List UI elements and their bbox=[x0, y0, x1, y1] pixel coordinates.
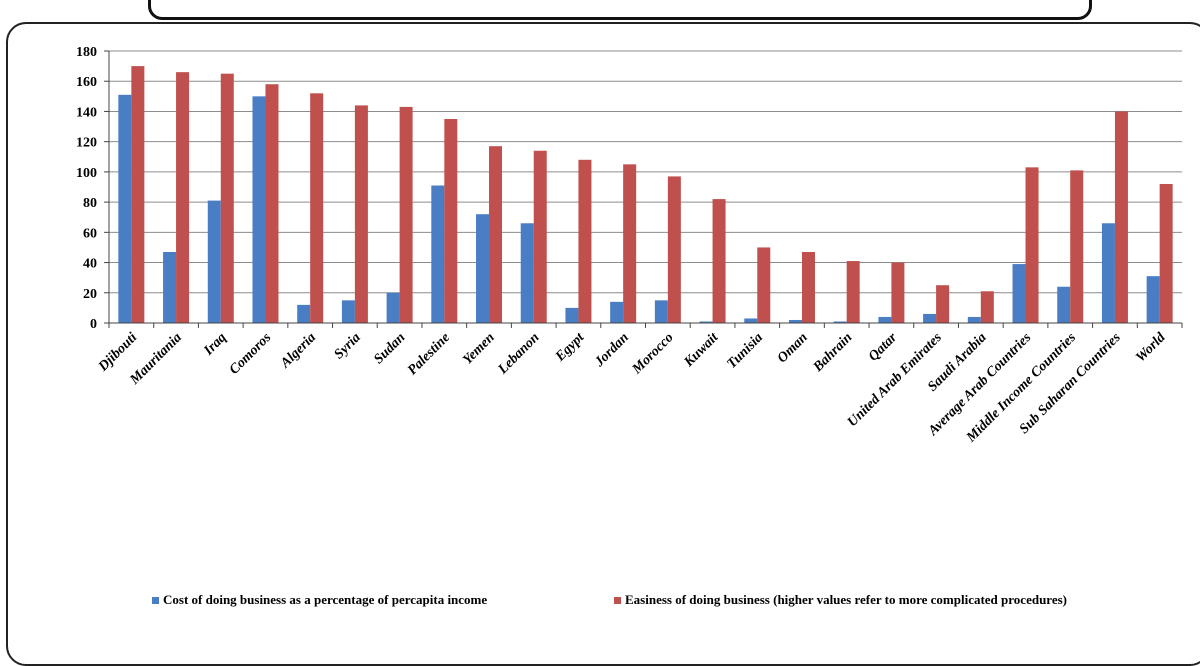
bar-cost-comoros bbox=[252, 96, 266, 323]
bar-easiness-bahrain bbox=[846, 261, 860, 323]
bar-easiness-oman bbox=[801, 251, 815, 323]
bar-easiness-mauritania bbox=[176, 72, 190, 324]
legend-item-easiness: Easiness of doing business (higher value… bbox=[614, 592, 1067, 608]
bar-cost-mauritania bbox=[163, 251, 177, 323]
bar-easiness-tunisia bbox=[757, 247, 771, 323]
bars bbox=[118, 66, 1173, 324]
x-tick-label: Comoros bbox=[227, 330, 275, 378]
bar-easiness-comoros bbox=[265, 84, 279, 323]
bar-cost-bahrain bbox=[833, 321, 847, 323]
bar-easiness-qatar bbox=[891, 262, 905, 323]
bar-cost-qatar bbox=[878, 316, 892, 323]
x-tick-label: Oman bbox=[775, 330, 811, 366]
bar-cost-iraq bbox=[207, 200, 221, 323]
bar-cost-kuwait bbox=[699, 321, 713, 323]
bar-cost-jordan bbox=[610, 301, 624, 323]
axes bbox=[104, 50, 1183, 328]
bar-cost-djibouti bbox=[118, 94, 132, 323]
bar-easiness-middle-income-countries bbox=[1070, 170, 1084, 323]
chart-frame bbox=[6, 22, 1200, 666]
x-tick-label: Algeria bbox=[277, 330, 319, 372]
y-axis-tick-labels: 0 20 40 60 80 100 120 140 160 180 bbox=[76, 45, 97, 332]
x-tick-label: World bbox=[1133, 330, 1169, 366]
bar-chart: 0 20 40 60 80 100 120 140 160 180 DjiboutiMaurita… bbox=[76, 45, 1183, 446]
bar-cost-egypt bbox=[565, 307, 579, 323]
x-tick-label: Iraq bbox=[201, 330, 230, 359]
x-tick-label: Tunisia bbox=[724, 330, 766, 372]
gridlines bbox=[109, 50, 1182, 324]
bar-easiness-palestine bbox=[444, 119, 458, 323]
y-tick-label: 100 bbox=[76, 166, 97, 181]
bar-easiness-sub-saharan-countries bbox=[1114, 111, 1128, 323]
y-tick-label: 140 bbox=[76, 105, 97, 120]
bar-cost-palestine bbox=[431, 185, 445, 323]
bar-cost-syria bbox=[341, 300, 355, 323]
x-tick-label: Sudan bbox=[371, 330, 408, 367]
bar-easiness-united-arab-emirates bbox=[936, 285, 950, 323]
bar-easiness-egypt bbox=[578, 159, 592, 323]
bar-easiness-morocco bbox=[667, 176, 681, 323]
x-tick-label: Bahrain bbox=[810, 330, 856, 376]
legend-label-easiness: Easiness of doing business (higher value… bbox=[625, 592, 1067, 607]
legend-swatch-cost bbox=[152, 596, 159, 604]
bar-cost-saudi-arabia bbox=[967, 316, 981, 323]
x-tick-label: Kuwait bbox=[681, 329, 722, 370]
bar-easiness-jordan bbox=[623, 164, 637, 323]
bar-easiness-yemen bbox=[489, 146, 503, 323]
bar-easiness-algeria bbox=[310, 93, 324, 323]
legend-swatch-easiness bbox=[614, 596, 621, 604]
x-tick-label: Egypt bbox=[552, 329, 588, 365]
bar-cost-world bbox=[1146, 276, 1160, 323]
x-tick-label: Jordan bbox=[592, 330, 633, 371]
bar-cost-sub-saharan-countries bbox=[1101, 223, 1115, 323]
x-tick-label: Morocco bbox=[629, 330, 677, 378]
bar-easiness-sudan bbox=[399, 106, 413, 324]
bar-easiness-lebanon bbox=[533, 150, 547, 323]
bar-cost-lebanon bbox=[520, 223, 534, 323]
bar-easiness-world bbox=[1159, 183, 1173, 323]
bar-easiness-average-arab-countries bbox=[1025, 167, 1039, 323]
bar-easiness-kuwait bbox=[712, 199, 726, 323]
y-tick-label: 120 bbox=[76, 136, 97, 151]
bar-cost-algeria bbox=[297, 304, 311, 323]
bar-easiness-saudi-arabia bbox=[980, 291, 994, 323]
bar-cost-tunisia bbox=[744, 318, 758, 323]
legend-item-cost: Cost of doing business as a percentage o… bbox=[152, 592, 487, 608]
bar-cost-average-arab-countries bbox=[1012, 264, 1026, 323]
x-tick-label: Yemen bbox=[460, 330, 498, 368]
legend-label-cost: Cost of doing business as a percentage o… bbox=[163, 592, 488, 607]
y-tick-label: 0 bbox=[90, 317, 97, 332]
bar-cost-oman bbox=[788, 319, 802, 323]
bar-cost-sudan bbox=[386, 292, 400, 323]
x-tick-label: Qatar bbox=[866, 330, 901, 365]
bar-easiness-iraq bbox=[220, 73, 234, 324]
bar-cost-yemen bbox=[476, 214, 490, 323]
bar-easiness-djibouti bbox=[131, 66, 145, 323]
y-tick-label: 80 bbox=[83, 196, 97, 211]
x-tick-label: Palestine bbox=[405, 330, 453, 378]
y-tick-label: 160 bbox=[76, 75, 97, 90]
bar-cost-middle-income-countries bbox=[1057, 286, 1071, 323]
x-tick-label: Lebanon bbox=[495, 330, 543, 378]
y-tick-label: 20 bbox=[83, 287, 97, 302]
bar-easiness-syria bbox=[354, 105, 368, 324]
y-tick-label: 40 bbox=[83, 257, 97, 272]
top-frame-box bbox=[148, 0, 1092, 20]
y-tick-label: 180 bbox=[76, 45, 97, 60]
x-tick-label: Syria bbox=[332, 330, 364, 362]
bar-cost-morocco bbox=[654, 300, 668, 323]
bar-cost-united-arab-emirates bbox=[923, 313, 937, 323]
y-tick-label: 60 bbox=[83, 226, 97, 241]
x-tick-label: Djibouti bbox=[95, 330, 140, 375]
